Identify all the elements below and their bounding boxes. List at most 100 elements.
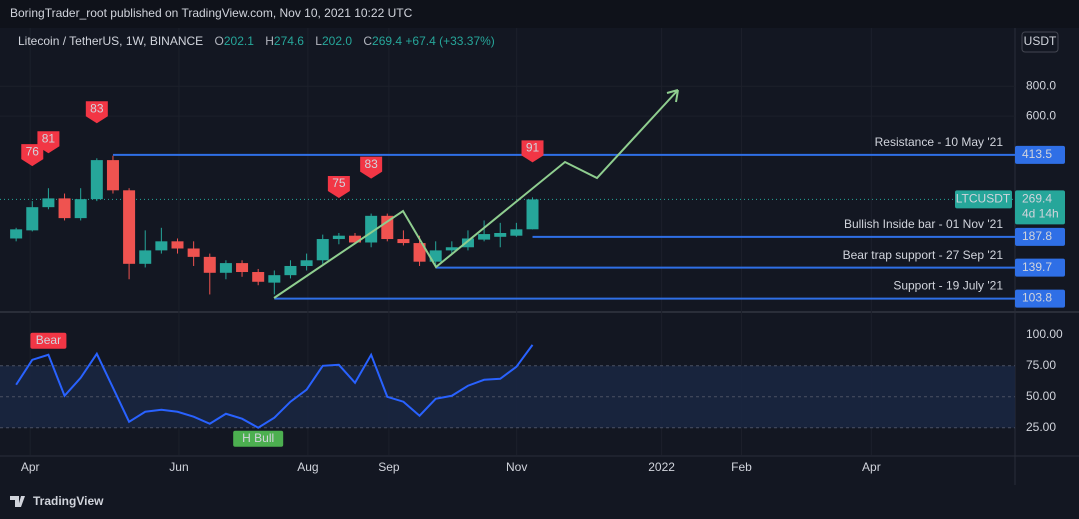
level-price-label: 413.5 (1022, 147, 1052, 161)
publisher-line: BoringTrader_root published on TradingVi… (10, 6, 413, 20)
candle-body (284, 265, 297, 276)
candle-body (203, 256, 216, 273)
x-tick-label: Nov (506, 460, 527, 474)
signal-marker (521, 140, 544, 163)
bear-label-box (30, 332, 67, 349)
ohlc-key: C (363, 34, 372, 48)
countdown-label: 4d 14h (1022, 207, 1059, 221)
indicator-tick-label: 100.00 (1026, 327, 1063, 341)
ohlc-value: 269.4 +67.4 (+33.37%) (372, 34, 495, 48)
pattern-drawing (273, 89, 679, 299)
candle-body (139, 250, 152, 264)
x-tick-label: Jun (169, 460, 188, 474)
brand-name: TradingView (33, 494, 104, 508)
signal-marker (327, 176, 350, 199)
brand-logo (10, 496, 25, 507)
candle-body (332, 235, 345, 240)
candle-body (58, 198, 71, 219)
candle-body (90, 160, 103, 200)
x-tick-label: Feb (731, 460, 752, 474)
candle-body (106, 160, 119, 191)
ohlc-key: H (265, 34, 274, 48)
symbol-tag (955, 190, 1012, 209)
candle-body (236, 263, 249, 273)
candle-body (365, 215, 378, 243)
signal-marker (21, 144, 44, 167)
indicator-tick-label: 75.00 (1026, 358, 1056, 372)
candle-body (42, 198, 55, 208)
ohlc-value: 274.6 (274, 34, 304, 48)
candle-body (429, 250, 442, 262)
candle-body (445, 247, 458, 251)
level-price-label: 103.8 (1022, 291, 1052, 305)
level-price-tag (1015, 145, 1065, 164)
candle-body (300, 260, 313, 266)
x-tick-label: Sep (378, 460, 400, 474)
candle-body (349, 235, 362, 243)
candle-body (252, 272, 265, 282)
ohlc-key: O (215, 34, 224, 48)
ohlc-key: L (315, 34, 322, 48)
candle-body (26, 207, 39, 231)
candle-body (381, 215, 394, 240)
level-price-tag (1015, 258, 1065, 277)
symbol-label: LTCUSDT (956, 192, 1011, 206)
signal-marker (85, 101, 108, 124)
signal-marker (37, 131, 60, 154)
plot: Resistance - 10 May '21 Bullish Inside ba… (0, 101, 1015, 447)
candle-body (413, 243, 426, 262)
last-price-label: 269.4 (1022, 192, 1052, 206)
candle-body (155, 241, 168, 251)
bull-label-box (233, 430, 284, 447)
level-price-tag (1015, 227, 1065, 246)
level-price-label: 139.7 (1022, 260, 1052, 274)
candle-body (494, 233, 507, 237)
level-label: Bullish Inside bar - 01 Nov '21 (844, 217, 1003, 231)
indicator-line (15, 344, 534, 429)
bear-label: Bear (36, 333, 61, 347)
candle-body (187, 248, 200, 257)
level-price-label: 187.8 (1022, 229, 1052, 243)
candle-body (478, 234, 491, 240)
candle-body (397, 239, 410, 244)
candle-body (123, 190, 136, 264)
candle-body (461, 238, 474, 248)
level-label: Bear trap support - 27 Sep '21 (843, 248, 1004, 262)
ohlc-value: 202.0 (322, 34, 352, 48)
signal-marker-label: 91 (526, 141, 540, 155)
signal-marker-label: 83 (364, 157, 378, 171)
signal-marker-label: 75 (332, 176, 346, 190)
indicator-tick-label: 25.00 (1026, 420, 1056, 434)
x-tick-label: Apr (862, 460, 881, 474)
candle-body (526, 199, 539, 230)
y-tick-label: 600.0 (1026, 108, 1056, 122)
indicator-tick-label: 50.00 (1026, 389, 1056, 403)
last-price-tag (1015, 190, 1065, 225)
candle-body (510, 229, 523, 236)
signal-marker-label: 81 (42, 131, 56, 145)
candle-body (74, 199, 87, 219)
publisher-bar (0, 0, 1079, 28)
legend: Litecoin / TetherUS, 1W, BINANCE O202.1 … (18, 34, 495, 48)
signal-marker (360, 156, 383, 179)
candle-body (268, 275, 281, 283)
currency-button[interactable] (1021, 31, 1059, 53)
currency-label[interactable]: USDT (1024, 34, 1057, 48)
candle-body (10, 229, 23, 239)
brand: TradingView (10, 494, 104, 508)
bull-label: H Bull (242, 431, 274, 445)
candle-body (316, 239, 329, 261)
level-label: Resistance - 10 May '21 (875, 135, 1004, 149)
candle-body (219, 263, 232, 273)
signal-marker-label: 76 (26, 144, 40, 158)
ohlc-value: 202.1 (224, 34, 254, 48)
x-tick-label: Aug (297, 460, 318, 474)
level-label: Support - 19 July '21 (893, 279, 1003, 293)
level-price-tag (1015, 289, 1065, 308)
candle-body (171, 241, 184, 249)
symbol-title: Litecoin / TetherUS, 1W, BINANCE (18, 34, 203, 48)
x-tick-label: 2022 (648, 460, 675, 474)
signal-marker-label: 83 (90, 101, 104, 115)
x-tick-label: Apr (21, 460, 40, 474)
